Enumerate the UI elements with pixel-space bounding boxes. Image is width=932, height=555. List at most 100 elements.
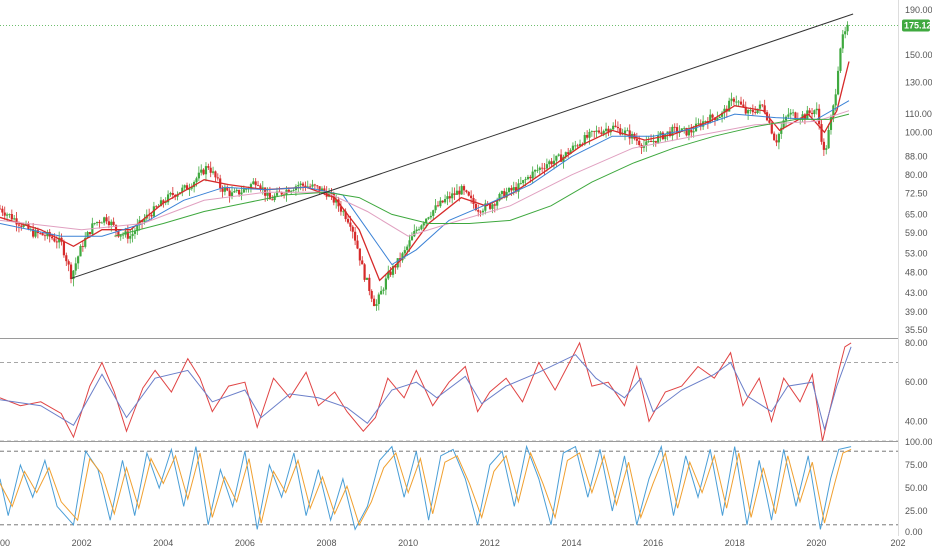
candle-body (754, 112, 757, 113)
candle-body (110, 221, 113, 226)
candle-body (413, 230, 416, 237)
candle-body (735, 101, 738, 103)
candle-body (503, 191, 506, 198)
candle-body (458, 190, 461, 195)
candle-body (604, 128, 608, 131)
candle-body (401, 253, 404, 261)
candle-body (169, 192, 172, 195)
time-tick-label: 2002 (72, 538, 92, 548)
candle-body (657, 135, 660, 143)
candle-body (616, 126, 620, 129)
candle-body (0, 208, 2, 210)
candle-body (742, 104, 745, 107)
candle-body (155, 206, 158, 208)
candle-body (242, 189, 245, 193)
time-tick-label: 2010 (398, 538, 418, 548)
candle-body (292, 190, 295, 191)
candle-body (623, 130, 627, 134)
candle-body (391, 266, 395, 275)
candle-body (252, 181, 255, 185)
candle-body (313, 184, 316, 186)
price-tick-label: 53.00 (905, 248, 928, 258)
candle-body (197, 172, 200, 179)
candle-body (500, 191, 504, 194)
candle-body (780, 127, 783, 134)
candle-body (822, 141, 825, 150)
candle-body (226, 187, 229, 191)
candle-body (846, 24, 849, 32)
candle-body (538, 167, 541, 170)
price-tick-label: 35.50 (905, 325, 928, 335)
price-tick-label: 130.00 (905, 77, 932, 87)
time-tick-label: 2006 (235, 538, 255, 548)
candle-body (117, 231, 120, 237)
candle-body (417, 229, 421, 231)
candle-body (602, 130, 605, 134)
candle-body (249, 184, 253, 189)
candle-body (311, 184, 314, 187)
candle-body (202, 169, 205, 175)
candle-body (368, 277, 371, 291)
candle-body (221, 188, 224, 192)
candle-body (15, 218, 18, 225)
candle-body (470, 195, 473, 199)
candle-body (652, 140, 655, 143)
candle-body (389, 271, 392, 275)
candle-body (642, 145, 646, 148)
candle-body (533, 170, 537, 172)
candle-body (522, 180, 525, 184)
candle-body (756, 108, 759, 113)
candle-body (638, 140, 641, 146)
candle-body (732, 98, 736, 102)
candle-body (536, 169, 539, 171)
candle-body (496, 200, 499, 206)
candle-body (441, 200, 444, 203)
candle-body (261, 187, 264, 189)
candle-body (446, 196, 449, 200)
price-tick-label: 88.00 (905, 152, 928, 162)
candle-body (709, 114, 712, 124)
time-tick-label: 2018 (725, 538, 745, 548)
candle-body (834, 94, 837, 106)
candle-body (517, 183, 520, 192)
candle-body (323, 188, 326, 192)
candle-body (370, 290, 373, 299)
rsi-series-rsi-signal (0, 346, 852, 432)
candle-body (354, 231, 357, 241)
candle-body (827, 129, 830, 149)
candle-body (467, 191, 470, 196)
candle-body (590, 131, 593, 132)
candle-body (209, 167, 212, 173)
candle-body (32, 229, 35, 237)
candle-body (519, 183, 522, 184)
candle-body (254, 181, 257, 186)
candle-body (103, 217, 106, 223)
candle-body (363, 264, 366, 280)
rsi-tick-label: 60.00 (905, 377, 928, 387)
candle-body (384, 278, 387, 290)
price-tick-label: 59.00 (905, 228, 928, 238)
candle-body (105, 217, 108, 222)
candle-body (737, 101, 740, 103)
candle-body (20, 225, 23, 227)
candle-body (548, 161, 551, 165)
overlay-ma-green (114, 113, 850, 237)
trendline (71, 13, 854, 279)
candle-body (344, 211, 347, 220)
price-tick-label: 43.00 (905, 288, 928, 298)
candle-body (493, 204, 496, 206)
rsi-panel (0, 341, 898, 442)
candle-body (443, 199, 447, 203)
candle-body (550, 161, 553, 165)
candle-body (777, 133, 780, 143)
candle-body (131, 233, 134, 237)
candle-body (569, 150, 572, 154)
candle-body (654, 140, 657, 143)
candle-body (451, 193, 454, 199)
candle-body (562, 156, 565, 162)
stoch-tick-label: 25.00 (905, 506, 928, 516)
candle-body (72, 270, 75, 280)
candle-body (190, 187, 193, 189)
